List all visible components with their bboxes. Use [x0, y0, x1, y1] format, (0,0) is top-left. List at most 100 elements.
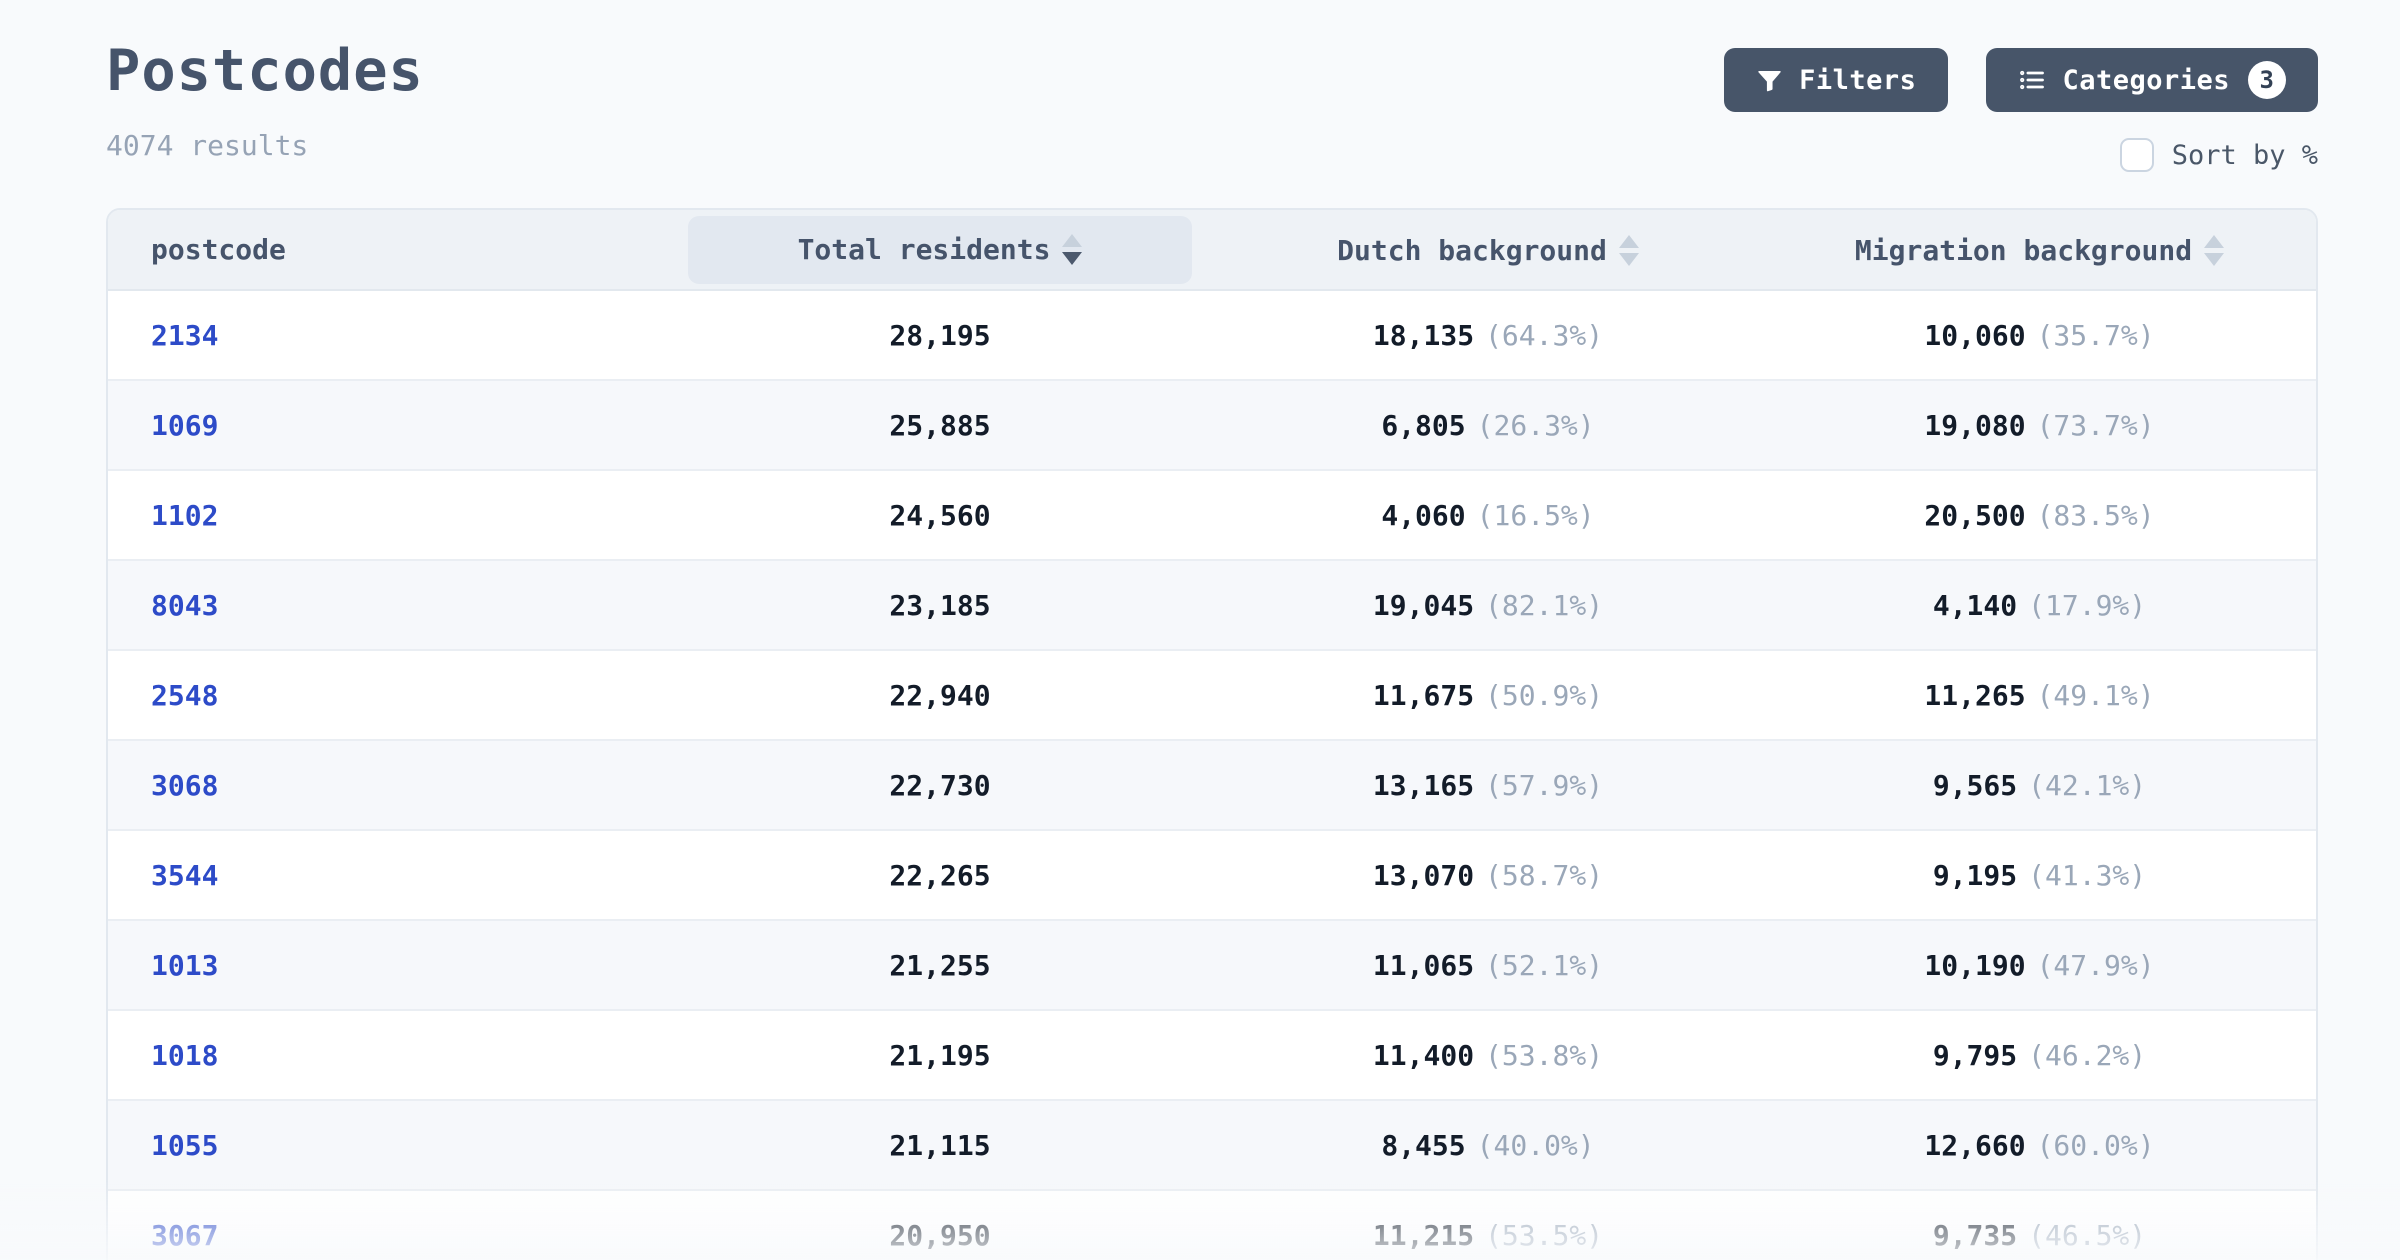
dutch-background-percent: (50.9%): [1485, 678, 1604, 712]
postcode-link[interactable]: 3068: [151, 768, 219, 802]
migration-background-value: 10,060: [1924, 318, 2026, 352]
column-header-postcode: postcode: [108, 210, 666, 291]
postcode-link[interactable]: 8043: [151, 588, 219, 622]
migration-background-value: 9,735: [1932, 1219, 2018, 1252]
page-header: Postcodes 4074 results Filters: [106, 40, 2318, 172]
migration-background-value: 19,080: [1924, 408, 2026, 442]
migration-background-value: 10,190: [1924, 948, 2026, 982]
total-residents-value: 24,560: [889, 498, 991, 532]
postcode-link[interactable]: 2134: [151, 318, 219, 352]
migration-background-value: 20,500: [1924, 498, 2026, 532]
table-header-row: postcode Total residents Dutch backgroun…: [108, 210, 2316, 291]
postcode-link[interactable]: 2548: [151, 678, 219, 712]
sort-by-percent-toggle[interactable]: Sort by %: [2119, 138, 2318, 172]
postcode-link[interactable]: 1013: [151, 948, 219, 982]
header-left: Postcodes 4074 results: [106, 40, 424, 162]
dutch-background-value: 11,065: [1372, 948, 1475, 982]
migration-background-value: 11,265: [1924, 678, 2026, 712]
total-residents-value: 21,255: [889, 948, 991, 982]
dutch-background-percent: (57.9%): [1485, 768, 1604, 802]
sort-by-percent-checkbox[interactable]: [2119, 138, 2154, 172]
migration-background-percent: (49.1%): [2036, 678, 2155, 712]
postcode-link[interactable]: 1055: [151, 1128, 219, 1162]
sort-icon: [1618, 234, 1639, 266]
migration-background-percent: (42.1%): [2028, 768, 2147, 802]
table-row: 1102 24,560 4,060 (16.5%) 20,500 (83.5%): [108, 469, 2316, 560]
migration-background-percent: (60.0%): [2036, 1128, 2155, 1162]
dutch-background-percent: (53.5%): [1485, 1219, 1604, 1252]
migration-background-percent: (83.5%): [2036, 498, 2155, 532]
migration-background-value: 9,565: [1932, 768, 2018, 802]
table-row: 3068 22,730 13,165 (57.9%) 9,565 (42.1%): [108, 739, 2316, 830]
dutch-background-percent: (64.3%): [1485, 318, 1604, 352]
total-residents-value: 25,885: [889, 408, 991, 442]
categories-button-label: Categories: [2062, 64, 2230, 96]
column-header-postcode-label: postcode: [151, 233, 286, 266]
table-row: 1018 21,195 11,400 (53.8%) 9,795 (46.2%): [108, 1009, 2316, 1100]
migration-background-value: 9,795: [1932, 1038, 2018, 1072]
dutch-background-value: 13,165: [1372, 768, 1475, 802]
postcode-link[interactable]: 1018: [151, 1038, 219, 1072]
filters-button[interactable]: Filters: [1724, 48, 1949, 112]
table-row: 8043 23,185 19,045 (82.1%) 4,140 (17.9%): [108, 559, 2316, 650]
postcode-link[interactable]: 1069: [151, 408, 219, 442]
sort-by-percent-label: Sort by %: [2171, 139, 2318, 171]
postcodes-table-card: postcode Total residents Dutch backgroun…: [106, 208, 2318, 1260]
table-row: 1013 21,255 11,065 (52.1%) 10,190 (47.9%): [108, 919, 2316, 1010]
postcodes-table: postcode Total residents Dutch backgroun…: [108, 210, 2316, 1260]
postcode-link[interactable]: 3067: [151, 1219, 219, 1252]
total-residents-value: 22,730: [889, 768, 991, 802]
filters-button-label: Filters: [1799, 64, 1917, 96]
migration-background-value: 4,140: [1932, 588, 2018, 622]
column-header-migration-background[interactable]: Migration background: [1762, 210, 2316, 291]
migration-background-percent: (35.7%): [2036, 318, 2155, 352]
dutch-background-percent: (40.0%): [1476, 1128, 1595, 1162]
migration-background-percent: (17.9%): [2028, 588, 2147, 622]
table-row: 2134 28,195 18,135 (64.3%) 10,060 (35.7%): [108, 290, 2316, 380]
column-header-dutch-background[interactable]: Dutch background: [1214, 210, 1762, 291]
table-row: 3544 22,265 13,070 (58.7%) 9,195 (41.3%): [108, 829, 2316, 920]
dutch-background-percent: (58.7%): [1485, 858, 1604, 892]
migration-background-percent: (46.2%): [2028, 1038, 2147, 1072]
postcode-link[interactable]: 1102: [151, 498, 219, 532]
total-residents-value: 20,950: [889, 1219, 991, 1252]
dutch-background-percent: (26.3%): [1476, 408, 1595, 442]
page-title: Postcodes: [106, 38, 424, 104]
list-icon: [2018, 66, 2046, 94]
dutch-background-value: 11,675: [1372, 678, 1475, 712]
funnel-icon: [1756, 67, 1783, 94]
sorted-column-pill[interactable]: Total residents: [688, 215, 1192, 284]
toolbar: Filters Categories 3: [1724, 48, 2318, 112]
categories-button[interactable]: Categories 3: [1986, 48, 2318, 112]
header-right: Filters Categories 3: [1724, 40, 2318, 172]
table-body: 2134 28,195 18,135 (64.3%) 10,060 (35.7%) …: [108, 290, 2316, 1260]
column-header-total-residents-label: Total residents: [797, 233, 1051, 266]
total-residents-value: 21,195: [889, 1038, 991, 1072]
dutch-background-percent: (16.5%): [1476, 498, 1595, 532]
table-row: 3067 20,950 11,215 (53.5%) 9,735 (46.5%): [108, 1189, 2316, 1260]
total-residents-value: 28,195: [889, 318, 991, 352]
dutch-background-value: 8,455: [1381, 1128, 1466, 1162]
dutch-background-percent: (82.1%): [1485, 588, 1604, 622]
postcode-link[interactable]: 3544: [151, 858, 219, 892]
dutch-background-value: 11,215: [1372, 1219, 1475, 1252]
dutch-background-value: 19,045: [1372, 588, 1475, 622]
dutch-background-value: 18,135: [1372, 318, 1475, 352]
table-row: 1069 25,885 6,805 (26.3%) 19,080 (73.7%): [108, 379, 2316, 470]
table-row: 2548 22,940 11,675 (50.9%) 11,265 (49.1%): [108, 649, 2316, 740]
migration-background-percent: (47.9%): [2036, 948, 2155, 982]
migration-background-percent: (73.7%): [2036, 408, 2155, 442]
column-header-total-residents[interactable]: Total residents: [666, 210, 1214, 291]
migration-background-value: 9,195: [1932, 858, 2018, 892]
total-residents-value: 21,115: [889, 1128, 991, 1162]
table-row: 1055 21,115 8,455 (40.0%) 12,660 (60.0%): [108, 1099, 2316, 1190]
dutch-background-value: 4,060: [1381, 498, 1466, 532]
dutch-background-value: 6,805: [1381, 408, 1466, 442]
total-residents-value: 22,940: [889, 678, 991, 712]
total-residents-value: 22,265: [889, 858, 991, 892]
migration-background-value: 12,660: [1924, 1128, 2026, 1162]
dutch-background-percent: (53.8%): [1485, 1038, 1604, 1072]
migration-background-percent: (46.5%): [2028, 1219, 2147, 1252]
results-count: 4074 results: [106, 128, 309, 162]
